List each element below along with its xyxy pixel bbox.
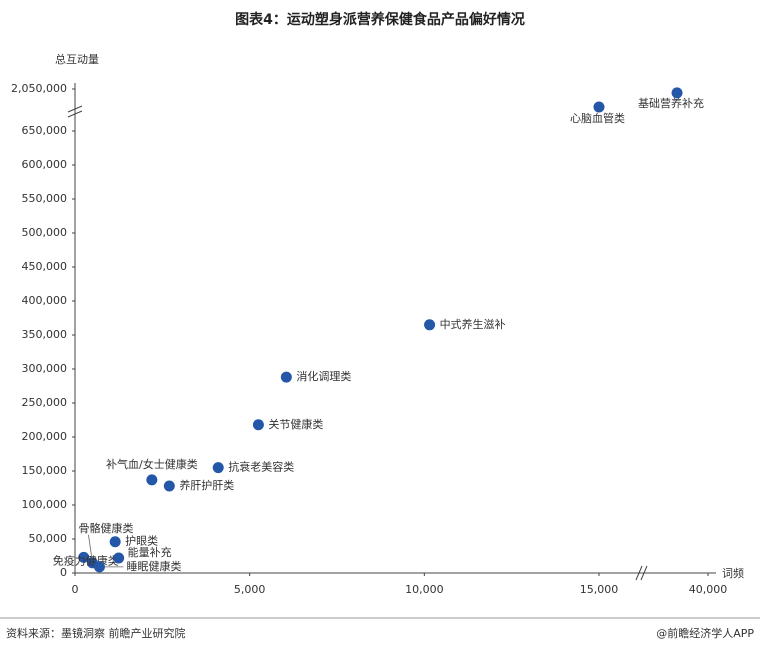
axis-break [67, 110, 83, 118]
y-tick-label: 50,000 [29, 532, 68, 545]
point [113, 552, 125, 564]
point-label: 能量补充 [128, 545, 172, 559]
x-tick-label: 10,000 [405, 583, 444, 596]
credit: @前瞻经济学人APP [656, 626, 754, 640]
point [78, 551, 90, 563]
y-tick-label: 500,000 [22, 226, 68, 239]
y-axis-label: 总互动量 [55, 52, 99, 66]
point [671, 87, 683, 99]
x-tick-label: 0 [72, 583, 79, 596]
y-tick-label: 350,000 [22, 328, 68, 341]
point-label: 心脑血管类 [570, 111, 625, 125]
y-tick-label: 200,000 [22, 430, 68, 443]
y-tick-label: 250,000 [22, 396, 68, 409]
point [212, 462, 224, 474]
x-tick-label: 5,000 [234, 583, 266, 596]
point [163, 480, 175, 492]
point [146, 474, 158, 486]
point [109, 536, 121, 548]
y-tick-label: 450,000 [22, 260, 68, 273]
point-label: 基础营养补充 [638, 96, 704, 110]
axis-break [635, 565, 643, 581]
chart-title: 图表4：运动塑身派营养保健食品产品偏好情况 [235, 11, 525, 28]
y-tick-label: 550,000 [22, 192, 68, 205]
y-tick-label: 600,000 [22, 158, 68, 171]
point [93, 561, 105, 573]
point-label: 抗衰老美容类 [228, 460, 294, 474]
point-label: 中式养生滋补 [440, 317, 506, 331]
point [593, 101, 605, 113]
point-label: 免疫力健康类 [53, 553, 119, 567]
source: 资料来源：墨镜洞察 前瞻产业研究院 [6, 626, 186, 640]
point-label: 消化调理类 [296, 369, 351, 383]
point-label: 补气血/女士健康类 [106, 457, 198, 471]
x-tick-label: 40,000 [689, 583, 728, 596]
point-label: 养肝护肝类 [179, 478, 234, 492]
point-label: 关节健康类 [268, 417, 323, 431]
axis-break [67, 105, 83, 113]
point [252, 419, 264, 431]
y-tick-label: 2,050,000 [11, 82, 67, 95]
x-tick-label: 15,000 [580, 583, 619, 596]
point [280, 371, 292, 383]
y-tick-label: 400,000 [22, 294, 68, 307]
y-tick-label: 0 [60, 566, 67, 579]
y-tick-label: 300,000 [22, 362, 68, 375]
point [424, 319, 436, 331]
point-label: 睡眠健康类 [126, 559, 181, 573]
point-label: 护眼类 [125, 534, 158, 548]
y-tick-label: 100,000 [22, 498, 68, 511]
y-tick-label: 650,000 [22, 124, 68, 137]
y-tick-label: 150,000 [22, 464, 68, 477]
point-label: 骨骼健康类 [78, 521, 133, 535]
axis-break [640, 565, 648, 581]
x-axis-label: 词频 [722, 566, 744, 580]
